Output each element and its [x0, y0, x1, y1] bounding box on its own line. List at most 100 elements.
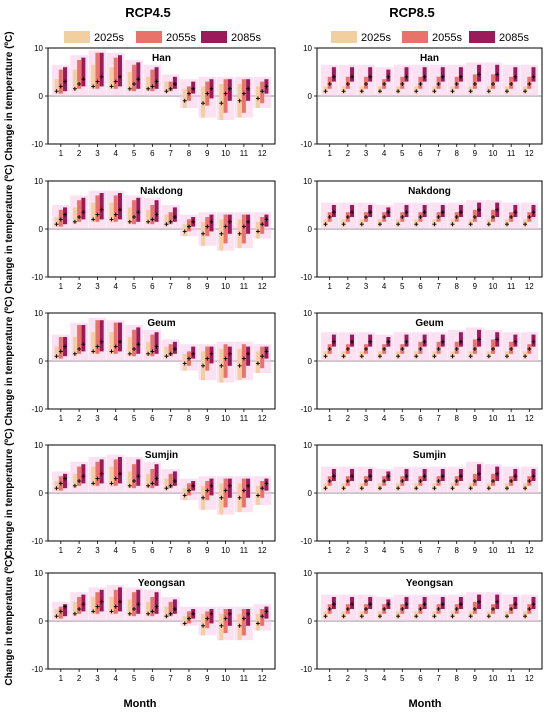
x-tick-label: 7 [436, 414, 441, 423]
x-tick-label: 4 [114, 546, 119, 555]
bar-2055s-month-11 [241, 609, 246, 636]
x-tick-label: 8 [187, 149, 192, 158]
y-tick-label: 0 [39, 225, 44, 234]
x-tick-label: 1 [59, 414, 64, 423]
bar-2025s-month-6 [146, 209, 151, 225]
bar-2025s-month-8 [182, 88, 187, 108]
legend-swatch-2025s [331, 31, 357, 43]
x-tick-label: 10 [489, 546, 498, 555]
bar-2085s-month-7 [172, 207, 177, 222]
legend-label-2025s: 2025s [94, 32, 124, 44]
bar-2025s-month-2 [72, 337, 77, 357]
bar-2085s-month-3 [99, 459, 104, 484]
bar-2055s-month-10 [491, 339, 496, 354]
bar-2055s-month-10 [491, 74, 496, 89]
bar-2025s-month-3 [91, 64, 96, 89]
x-tick-label: 11 [240, 546, 249, 555]
x-tick-label: 7 [436, 674, 441, 683]
bar-2025s-month-5 [127, 207, 132, 225]
bar-2025s-month-3 [91, 597, 96, 614]
x-tick-label: 2 [77, 674, 82, 683]
bar-2085s-month-10 [227, 478, 232, 498]
bar-2025s-month-6 [146, 473, 151, 489]
bar-2025s-month-1 [54, 217, 59, 227]
bar-2055s-month-6 [150, 205, 155, 225]
bar-2055s-month-3 [95, 195, 100, 222]
x-tick-label: 11 [507, 149, 516, 158]
bar-2025s-month-4 [109, 466, 114, 486]
x-tick-label: 12 [258, 546, 267, 555]
bar-2055s-month-4 [113, 195, 118, 222]
x-tick-label: 4 [114, 414, 119, 423]
bar-2025s-month-8 [182, 616, 187, 626]
x-tick-label: 11 [240, 674, 249, 683]
x-tick-label: 12 [525, 149, 534, 158]
bar-2025s-month-6 [146, 76, 151, 92]
x-tick-label: 3 [364, 546, 369, 555]
x-tick-label: 10 [489, 414, 498, 423]
legend-swatch-2085s [201, 31, 227, 43]
bar-2025s-month-4 [109, 202, 114, 222]
x-tick-label: 11 [507, 674, 516, 683]
bar-2055s-month-11 [241, 79, 246, 113]
y-tick-label: -10 [31, 140, 43, 149]
x-tick-label: 6 [418, 149, 423, 158]
bar-2055s-month-10 [223, 609, 228, 633]
x-tick-label: 3 [364, 149, 369, 158]
x-tick-label: 8 [454, 149, 459, 158]
bar-2085s-month-6 [422, 67, 427, 82]
x-tick-label: 7 [168, 149, 173, 158]
bar-2025s-month-3 [91, 332, 96, 354]
x-tick-label: 5 [132, 674, 137, 683]
bar-2055s-month-2 [77, 325, 82, 354]
y-tick-label: 0 [308, 489, 313, 498]
x-tick-label: 10 [489, 282, 498, 291]
bar-2055s-month-7 [168, 344, 173, 357]
y-tick-label: -10 [31, 665, 43, 674]
bar-2085s-month-11 [246, 609, 251, 626]
x-tick-label: 1 [59, 282, 64, 291]
y-tick-label: 10 [303, 177, 312, 186]
bar-2025s-month-4 [109, 332, 114, 354]
x-tick-label: 11 [507, 546, 516, 555]
bar-2025s-month-2 [72, 69, 77, 92]
bar-2055s-month-9 [472, 339, 477, 354]
x-tick-label: 5 [400, 149, 405, 158]
legend-label-2085s: 2085s [231, 32, 261, 44]
y-tick-label: -10 [300, 537, 312, 546]
x-tick-label: 2 [77, 414, 82, 423]
bar-2085s-month-4 [117, 193, 122, 220]
x-tick-label: 4 [114, 674, 119, 683]
bar-2025s-month-1 [54, 609, 59, 619]
x-tick-label: 7 [168, 546, 173, 555]
x-tick-label: 1 [59, 546, 64, 555]
x-tick-label: 12 [258, 282, 267, 291]
x-tick-label: 10 [221, 149, 230, 158]
bar-2055s-month-4 [113, 322, 118, 354]
y-tick-label: 10 [34, 44, 43, 53]
x-tick-label: 2 [346, 414, 351, 423]
x-tick-label: 12 [525, 282, 534, 291]
bar-2085s-month-10 [227, 214, 232, 234]
x-tick-label: 2 [346, 149, 351, 158]
x-tick-label: 5 [132, 282, 137, 291]
legend-swatch-2025s [64, 31, 90, 43]
bar-2055s-month-7 [168, 81, 173, 92]
bar-2055s-month-2 [77, 60, 82, 89]
x-tick-label: 1 [59, 149, 64, 158]
bar-2055s-month-4 [113, 57, 118, 89]
bar-2055s-month-11 [241, 344, 246, 378]
bar-2025s-month-5 [127, 337, 132, 357]
y-tick-label: 10 [34, 569, 43, 578]
legend-label-2055s: 2055s [166, 32, 196, 44]
bar-2055s-month-7 [168, 212, 173, 225]
y-tick-label: -10 [31, 537, 43, 546]
bar-2085s-month-1 [63, 67, 68, 92]
x-tick-label: 5 [400, 414, 405, 423]
